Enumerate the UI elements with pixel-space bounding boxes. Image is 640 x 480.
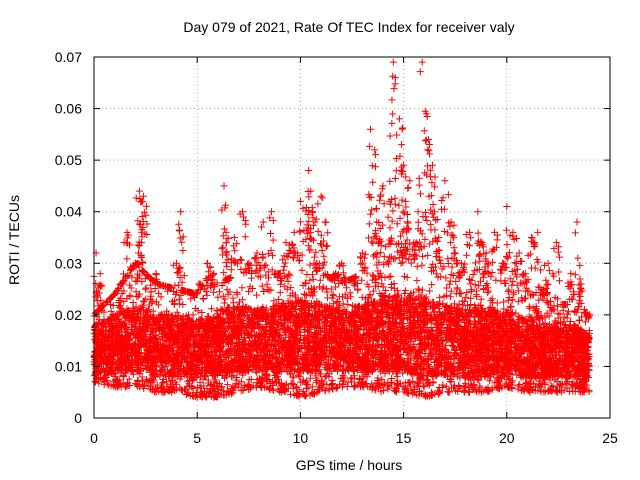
chart-title: Day 079 of 2021, Rate Of TEC Index for r…: [183, 19, 514, 35]
data-points: [90, 58, 594, 401]
data-point: [508, 310, 516, 318]
data-point: [379, 292, 387, 300]
data-point: [465, 319, 473, 327]
